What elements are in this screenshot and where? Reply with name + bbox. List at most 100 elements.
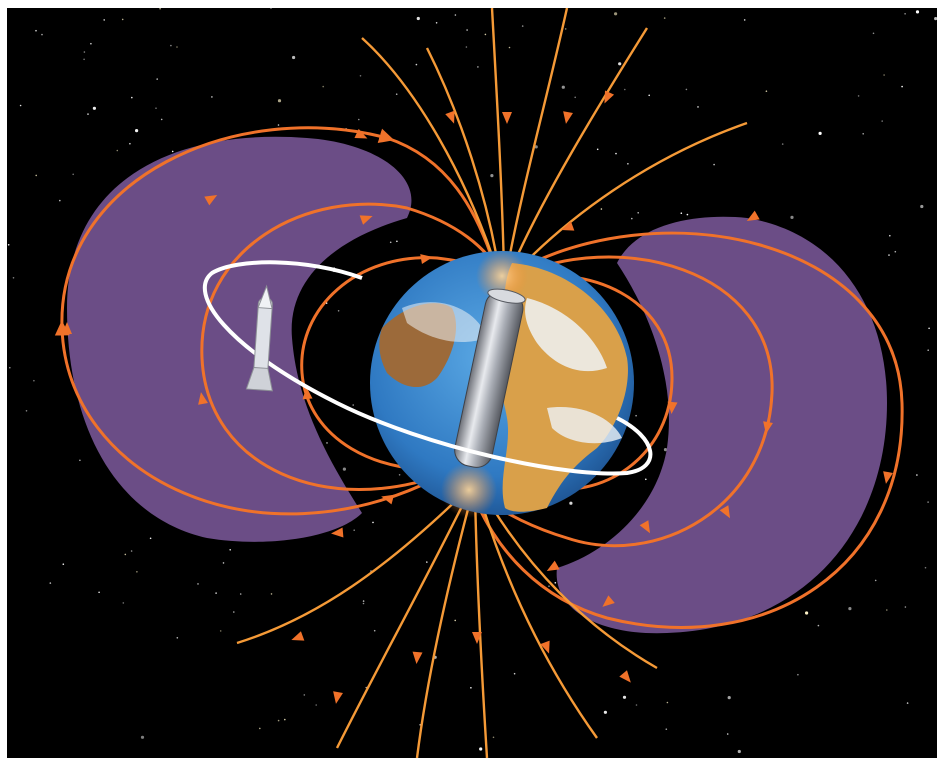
star-icon bbox=[277, 124, 280, 126]
star-icon bbox=[635, 414, 637, 417]
star-icon bbox=[665, 728, 668, 730]
star-icon bbox=[603, 710, 608, 714]
star-icon bbox=[136, 571, 138, 573]
star-icon bbox=[362, 600, 365, 602]
star-icon bbox=[160, 118, 163, 121]
arrow-icon bbox=[746, 210, 760, 221]
star-icon bbox=[359, 75, 362, 77]
arrow-icon bbox=[302, 387, 313, 400]
star-icon bbox=[233, 611, 235, 613]
star-icon bbox=[79, 459, 81, 462]
star-icon bbox=[466, 29, 468, 31]
star-icon bbox=[508, 46, 511, 49]
field-lines-north bbox=[361, 8, 748, 275]
arrow-icon bbox=[412, 651, 423, 664]
star-icon bbox=[920, 204, 924, 209]
star-icon bbox=[352, 404, 355, 406]
star-icon bbox=[362, 602, 365, 605]
star-icon bbox=[454, 619, 457, 622]
arrow-icon bbox=[639, 520, 650, 534]
arrow-icon bbox=[561, 221, 575, 231]
field-direction-arrows bbox=[62, 90, 893, 704]
star-icon bbox=[416, 16, 420, 21]
star-icon bbox=[857, 95, 860, 97]
star-icon bbox=[916, 474, 918, 476]
star-icon bbox=[270, 593, 273, 595]
star-icon bbox=[396, 240, 398, 243]
star-icon bbox=[155, 107, 157, 109]
star-icon bbox=[477, 66, 479, 68]
star-icon bbox=[862, 133, 864, 135]
arrow-icon bbox=[563, 111, 573, 124]
star-icon bbox=[358, 118, 360, 121]
star-icon bbox=[901, 85, 903, 88]
star-icon bbox=[615, 152, 617, 155]
satellite-orbit bbox=[202, 260, 653, 476]
star-icon bbox=[62, 563, 65, 565]
star-icon bbox=[35, 29, 37, 32]
star-icon bbox=[928, 327, 930, 330]
star-icon bbox=[797, 673, 799, 676]
arrow-icon bbox=[333, 691, 343, 704]
star-icon bbox=[170, 44, 172, 47]
star-icon bbox=[663, 448, 668, 452]
star-icon bbox=[904, 13, 906, 15]
star-icon bbox=[781, 143, 784, 145]
magnetosphere-illustration bbox=[7, 8, 937, 758]
star-icon bbox=[373, 629, 376, 632]
star-icon bbox=[479, 747, 483, 751]
south-pole-glow bbox=[441, 462, 497, 518]
star-icon bbox=[614, 12, 618, 16]
star-icon bbox=[904, 606, 907, 608]
star-icon bbox=[135, 129, 139, 133]
star-icon bbox=[277, 719, 280, 722]
star-icon bbox=[554, 582, 557, 584]
star-icon bbox=[239, 593, 242, 595]
arrow-icon bbox=[604, 90, 615, 104]
arrow-icon bbox=[420, 254, 433, 264]
star-icon bbox=[888, 254, 890, 256]
star-icon bbox=[790, 215, 794, 219]
star-icon bbox=[337, 310, 340, 312]
star-icon bbox=[927, 349, 929, 352]
star-icon bbox=[83, 51, 86, 53]
star-icon bbox=[353, 529, 356, 531]
star-icon bbox=[87, 113, 89, 115]
star-icon bbox=[663, 17, 666, 19]
star-icon bbox=[637, 212, 639, 214]
star-icon bbox=[484, 33, 487, 36]
arrow-icon bbox=[602, 595, 615, 607]
star-icon bbox=[685, 88, 688, 91]
star-icon bbox=[124, 553, 127, 556]
star-icon bbox=[12, 277, 15, 279]
star-icon bbox=[49, 582, 52, 584]
star-icon bbox=[848, 607, 852, 611]
arrow-icon bbox=[472, 632, 482, 644]
star-icon bbox=[7, 244, 10, 246]
star-icon bbox=[874, 579, 877, 582]
arrow-icon bbox=[719, 505, 730, 519]
star-icon bbox=[648, 94, 650, 97]
star-icon bbox=[103, 19, 105, 21]
star-icon bbox=[624, 88, 626, 91]
star-icon bbox=[292, 55, 296, 60]
star-icon bbox=[156, 78, 158, 80]
star-icon bbox=[618, 62, 622, 66]
star-icon bbox=[886, 609, 888, 611]
star-icon bbox=[83, 58, 85, 61]
star-icon bbox=[72, 173, 74, 176]
star-icon bbox=[600, 208, 603, 210]
field-lines-south bbox=[236, 489, 658, 758]
star-icon bbox=[697, 106, 699, 108]
star-icon bbox=[303, 694, 306, 696]
star-icon bbox=[470, 687, 472, 689]
arrow-icon bbox=[331, 527, 344, 538]
star-icon bbox=[270, 8, 272, 9]
star-icon bbox=[817, 624, 820, 627]
star-icon bbox=[726, 733, 729, 735]
star-icon bbox=[229, 549, 231, 551]
star-icon bbox=[635, 704, 638, 706]
satellite-icon bbox=[245, 284, 273, 392]
arrow-icon bbox=[883, 471, 893, 484]
star-icon bbox=[140, 735, 145, 739]
